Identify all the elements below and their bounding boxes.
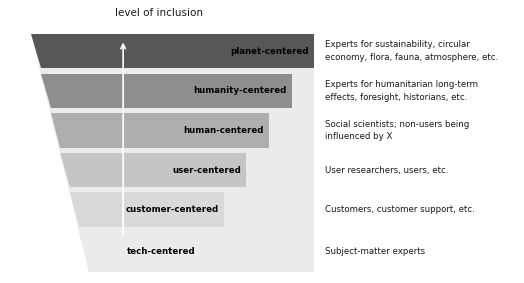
- Text: Experts for sustainability, circular: Experts for sustainability, circular: [325, 40, 470, 50]
- Polygon shape: [60, 153, 246, 187]
- Text: effects, foresight, historians, etc.: effects, foresight, historians, etc.: [325, 93, 467, 102]
- Polygon shape: [51, 113, 269, 148]
- Text: influenced by X: influenced by X: [325, 132, 392, 141]
- Text: Experts for humanitarian long-term: Experts for humanitarian long-term: [325, 80, 478, 89]
- Text: planet-centered: planet-centered: [231, 47, 309, 56]
- Text: user-centered: user-centered: [172, 166, 241, 175]
- Text: User researchers, users, etc.: User researchers, users, etc.: [325, 166, 448, 175]
- Polygon shape: [31, 34, 314, 68]
- Text: level of inclusion: level of inclusion: [115, 8, 203, 18]
- Text: Customers, customer support, etc.: Customers, customer support, etc.: [325, 205, 475, 214]
- Text: economy, flora, fauna, atmosphere, etc.: economy, flora, fauna, atmosphere, etc.: [325, 53, 498, 62]
- Polygon shape: [80, 232, 201, 272]
- Polygon shape: [70, 192, 224, 227]
- Polygon shape: [41, 74, 292, 108]
- Text: tech-centered: tech-centered: [127, 247, 195, 256]
- Text: humanity-centered: humanity-centered: [193, 86, 287, 95]
- Text: customer-centered: customer-centered: [125, 205, 219, 214]
- Text: human-centered: human-centered: [183, 126, 264, 135]
- Polygon shape: [31, 34, 314, 272]
- Text: Social scientists; non-users being: Social scientists; non-users being: [325, 120, 469, 129]
- Text: Subject-matter experts: Subject-matter experts: [325, 247, 425, 256]
